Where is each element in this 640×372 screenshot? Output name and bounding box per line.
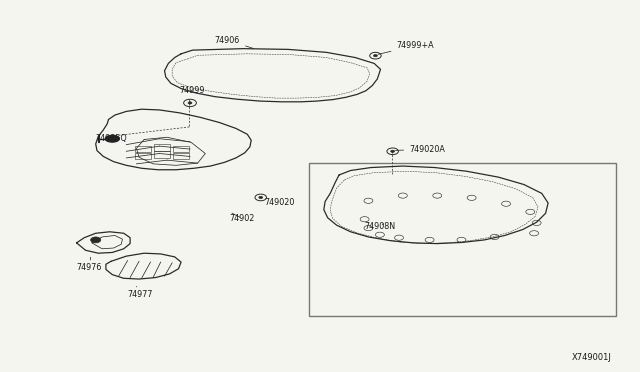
Bar bbox=[308, 163, 616, 316]
Text: 74999: 74999 bbox=[180, 86, 205, 102]
Bar bbox=[135, 153, 151, 160]
Circle shape bbox=[91, 237, 100, 243]
Text: 74902: 74902 bbox=[230, 213, 255, 223]
Text: 74976: 74976 bbox=[77, 257, 102, 272]
Text: 749020: 749020 bbox=[260, 197, 295, 207]
Circle shape bbox=[391, 150, 394, 153]
Circle shape bbox=[188, 102, 192, 104]
Bar bbox=[135, 146, 151, 153]
Bar bbox=[154, 144, 170, 151]
Bar bbox=[154, 151, 170, 158]
Circle shape bbox=[259, 196, 262, 199]
Ellipse shape bbox=[105, 135, 119, 142]
Circle shape bbox=[374, 55, 378, 57]
Bar bbox=[173, 146, 189, 153]
Text: 749020A: 749020A bbox=[396, 145, 445, 154]
Text: 74908N: 74908N bbox=[365, 222, 396, 231]
Text: 74985Q: 74985Q bbox=[96, 134, 127, 142]
Text: 74906: 74906 bbox=[215, 36, 253, 48]
Text: X749001J: X749001J bbox=[572, 353, 612, 362]
Text: 74977: 74977 bbox=[127, 286, 153, 299]
Text: 74999+A: 74999+A bbox=[378, 41, 434, 54]
Bar bbox=[173, 153, 189, 160]
